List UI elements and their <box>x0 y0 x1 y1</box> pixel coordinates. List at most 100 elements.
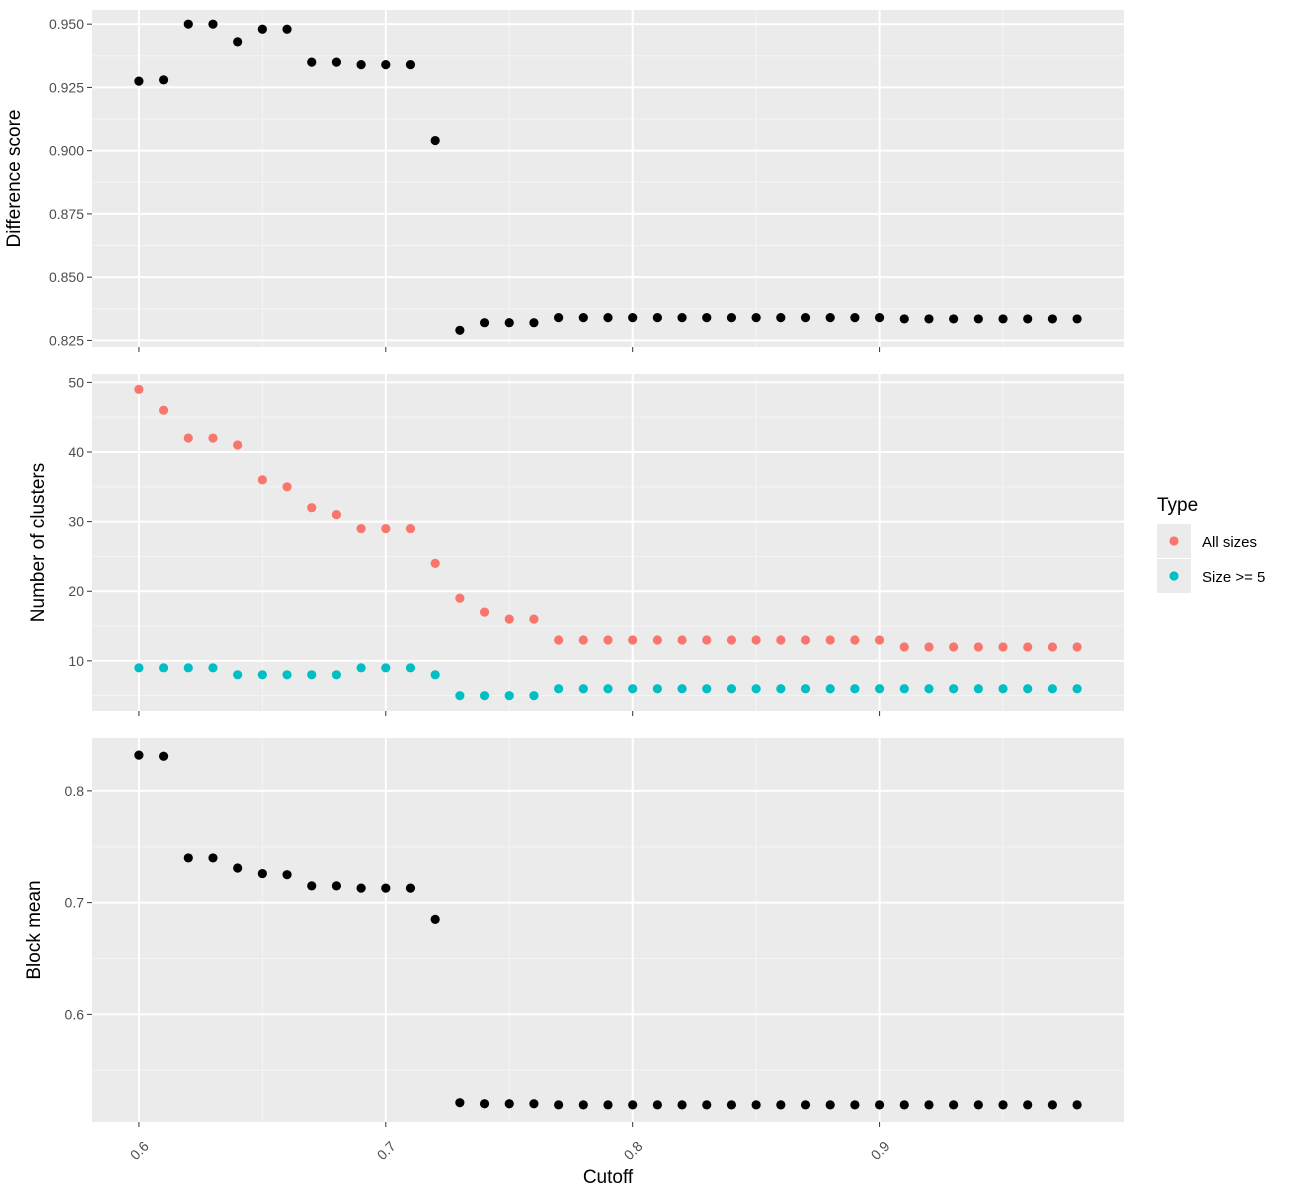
data-point <box>479 607 490 617</box>
data-point <box>233 37 243 47</box>
data-point <box>578 313 588 323</box>
y-tick-label: 0.875 <box>49 206 84 222</box>
series-points <box>134 19 1082 335</box>
data-point <box>183 433 193 443</box>
data-point <box>751 684 761 694</box>
data-point <box>381 663 391 673</box>
data-point <box>158 405 169 415</box>
data-point <box>628 1100 638 1110</box>
data-point <box>134 384 144 394</box>
data-point <box>282 870 292 880</box>
data-point <box>874 684 885 694</box>
data-point <box>529 318 539 328</box>
data-point <box>158 751 169 761</box>
data-point <box>1047 314 1058 324</box>
data-point <box>208 19 218 29</box>
series-all-sizes <box>134 384 1082 652</box>
data-point <box>356 663 366 673</box>
data-point <box>307 670 317 680</box>
data-point <box>973 1100 983 1110</box>
data-point <box>257 868 267 879</box>
data-point <box>233 863 243 873</box>
legend-title: Type <box>1157 495 1198 516</box>
data-point <box>233 670 243 680</box>
data-point <box>603 1100 613 1110</box>
data-point <box>430 558 440 568</box>
data-point <box>257 670 267 680</box>
data-point <box>282 482 292 492</box>
data-point <box>973 642 983 652</box>
data-point <box>628 313 638 323</box>
data-point <box>973 314 983 324</box>
data-point <box>726 1100 737 1110</box>
data-point <box>381 883 391 893</box>
data-point <box>455 1098 465 1108</box>
data-point <box>331 57 342 67</box>
data-point <box>800 635 811 645</box>
legend-key-all-sizes <box>1169 536 1179 546</box>
data-point <box>949 642 959 652</box>
y-axis-title: Number of clusters <box>28 463 49 622</box>
data-point <box>356 523 366 534</box>
legend-label-size-ge-5: Size >= 5 <box>1202 569 1265 586</box>
data-point <box>554 635 564 645</box>
data-point <box>899 642 909 652</box>
data-point <box>603 313 613 323</box>
data-point <box>726 684 737 694</box>
y-tick-label: 0.6 <box>65 1006 85 1022</box>
data-point <box>726 313 737 323</box>
data-point <box>1072 684 1082 694</box>
data-point <box>405 60 416 70</box>
data-point <box>479 1099 490 1109</box>
data-point <box>949 1100 959 1110</box>
data-point <box>1072 1100 1082 1110</box>
x-tick-label: 0.7 <box>374 1138 399 1163</box>
data-point <box>825 635 835 645</box>
data-point <box>726 635 737 645</box>
data-point <box>282 24 292 34</box>
data-point <box>677 1100 687 1110</box>
data-point <box>677 313 687 323</box>
data-point <box>652 635 662 645</box>
data-point <box>825 684 835 694</box>
data-point <box>751 313 761 323</box>
data-point <box>702 684 712 694</box>
data-point <box>874 635 885 645</box>
data-point <box>504 691 514 701</box>
data-point <box>998 1100 1008 1110</box>
data-point <box>430 914 440 924</box>
data-point <box>850 684 860 694</box>
y-tick-label: 0.925 <box>49 79 84 95</box>
data-point <box>850 635 860 645</box>
data-point <box>331 670 342 680</box>
data-point <box>652 313 662 323</box>
data-point <box>455 593 465 603</box>
data-point <box>998 684 1008 694</box>
data-point <box>776 313 786 323</box>
data-point <box>554 684 564 694</box>
panel-background <box>92 738 1124 1122</box>
data-point <box>973 684 983 694</box>
data-point <box>628 635 638 645</box>
data-point <box>1047 684 1058 694</box>
data-point <box>208 853 218 863</box>
data-point <box>874 1100 885 1110</box>
data-point <box>331 510 342 520</box>
y-tick-label: 0.950 <box>49 16 84 32</box>
data-point <box>825 1100 835 1110</box>
legend: Type All sizes Size >= 5 <box>1157 495 1265 593</box>
data-point <box>479 318 490 328</box>
data-point <box>850 313 860 323</box>
x-axis-title: Cutoff <box>583 1167 634 1188</box>
data-point <box>208 433 218 443</box>
data-point <box>578 1100 588 1110</box>
data-point <box>652 1100 662 1110</box>
legend-key-size-ge-5 <box>1169 571 1179 581</box>
data-point <box>578 684 588 694</box>
y-tick-label: 30 <box>68 514 84 530</box>
y-tick-label: 0.825 <box>49 332 84 348</box>
data-point <box>603 635 613 645</box>
data-point <box>430 670 440 680</box>
data-point <box>504 614 514 624</box>
